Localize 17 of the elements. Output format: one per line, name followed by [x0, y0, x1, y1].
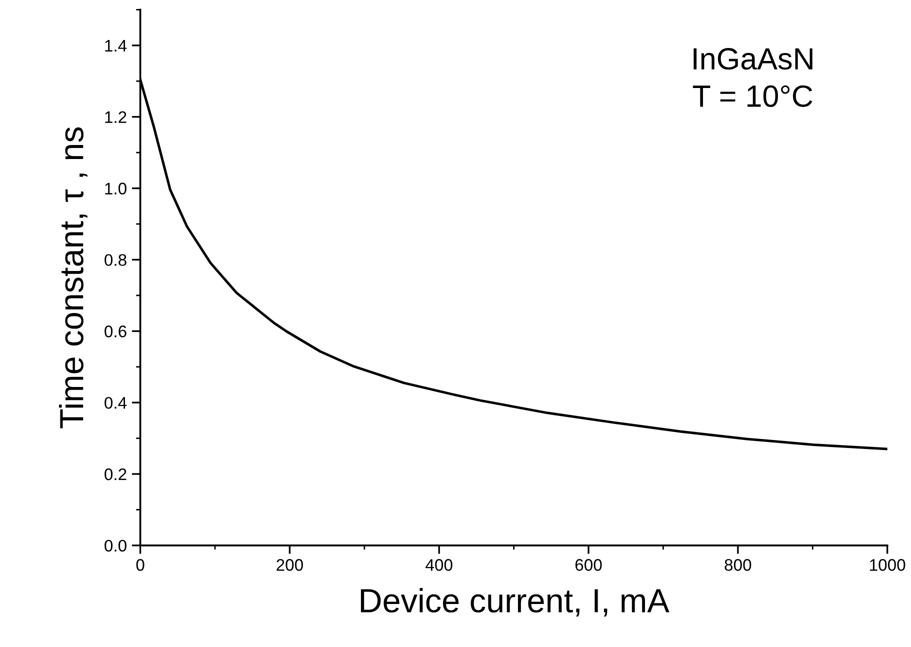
y-tick-label: 0.0 — [104, 540, 126, 552]
x-tick-label: 1000 — [870, 559, 906, 571]
x-tick-label: 600 — [575, 559, 602, 571]
x-tick-label: 0 — [136, 559, 144, 571]
x-tick-label: 400 — [426, 559, 452, 571]
x-axis-title: Device current, I, mA — [360, 588, 670, 616]
annotation: InGaAsN T = 10°C — [692, 48, 812, 107]
x-tick-label: 800 — [724, 559, 752, 571]
x-tick-label: 200 — [276, 559, 303, 571]
y-tick-label: 0.8 — [104, 254, 126, 266]
y-tick-label: 1.0 — [105, 182, 126, 194]
y-tick-label: 0.4 — [104, 396, 127, 409]
y-tick-label: 0.6 — [104, 326, 126, 338]
y-axis-title: Time constant, τ , ns — [58, 127, 88, 428]
y-tick-label: 1.4 — [105, 40, 127, 52]
y-tick-label: 1.2 — [105, 111, 126, 123]
y-tick-label: 0.2 — [104, 468, 126, 480]
